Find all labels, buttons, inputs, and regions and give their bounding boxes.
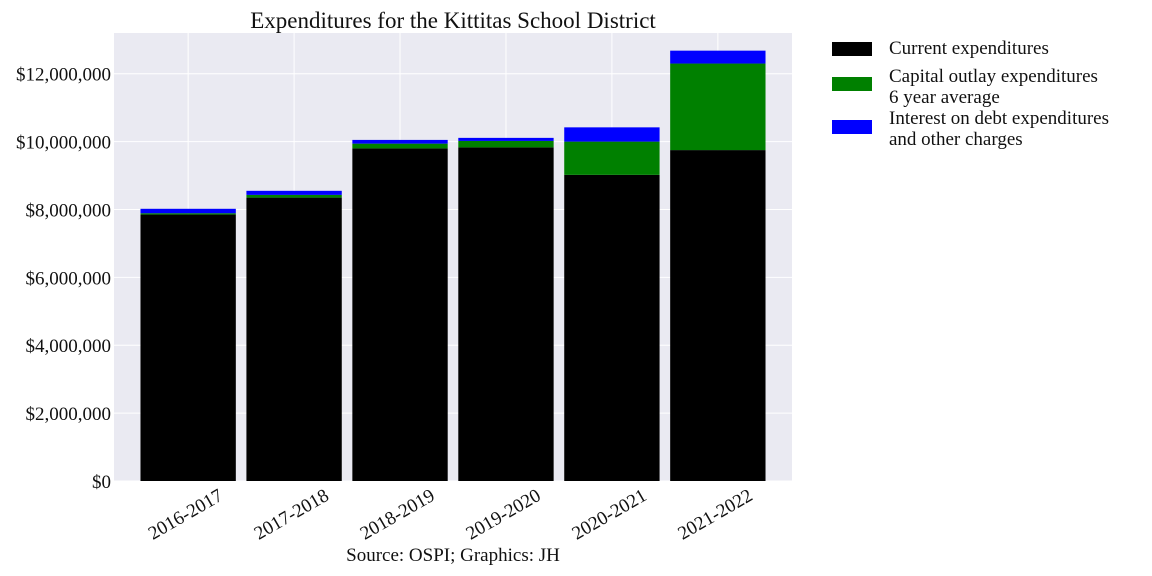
y-tick-label: $8,000,000 [26,200,112,221]
bar-capital-outlay-expenditures-2019-2020 [458,140,554,148]
y-tick-label: $10,000,000 [16,133,111,154]
legend-label-current: Current expenditures [889,38,1049,59]
y-tick-label: $4,000,000 [26,336,112,357]
x-tick-label: 2021-2022 [675,485,757,544]
bar-interest-on-debt-expenditures-2018-2019 [352,139,448,144]
x-axis-label: Source: OSPI; Graphics: JH [346,545,560,566]
bar-current-expenditures-2021-2022 [670,150,766,481]
bar-capital-outlay-expenditures-2018-2019 [352,143,448,149]
bar-capital-outlay-expenditures-2021-2022 [670,63,766,151]
legend-swatch-interest-debt [832,120,872,134]
bar-interest-on-debt-expenditures-2017-2018 [246,190,342,195]
bar-current-expenditures-2016-2017 [140,214,236,482]
bar-current-expenditures-2017-2018 [246,197,342,481]
x-tick-label: 2016-2017 [145,485,227,544]
bar-interest-on-debt-expenditures-2016-2017 [140,208,236,214]
y-tick-label: $2,000,000 [26,404,112,425]
x-tick-label: 2017-2018 [251,485,333,544]
legend-label-interest-debt: Interest on debt expenditures and other … [889,108,1110,150]
legend-swatch-capital-outlay [832,77,872,91]
bar-current-expenditures-2018-2019 [352,148,448,482]
bar-capital-outlay-expenditures-2017-2018 [246,194,342,198]
legend-label-capital-outlay: Capital outlay expenditures 6 year avera… [889,66,1098,108]
legend-swatch-current [832,42,872,56]
bar-interest-on-debt-expenditures-2021-2022 [670,50,766,64]
y-tick-label: $0 [92,472,111,493]
bar-interest-on-debt-expenditures-2020-2021 [564,127,660,142]
bar-current-expenditures-2020-2021 [564,174,660,481]
bar-capital-outlay-expenditures-2020-2021 [564,141,660,175]
x-tick-label: 2020-2021 [569,485,651,544]
y-tick-label: $12,000,000 [16,65,111,86]
bar-capital-outlay-expenditures-2016-2017 [140,213,236,215]
bar-current-expenditures-2019-2020 [458,147,554,481]
chart-title: Expenditures for the Kittitas School Dis… [250,8,656,33]
y-tick-label: $6,000,000 [26,268,112,289]
bar-interest-on-debt-expenditures-2019-2020 [458,137,554,141]
x-tick-label: 2018-2019 [357,485,439,544]
x-tick-label: 2019-2020 [463,485,545,544]
